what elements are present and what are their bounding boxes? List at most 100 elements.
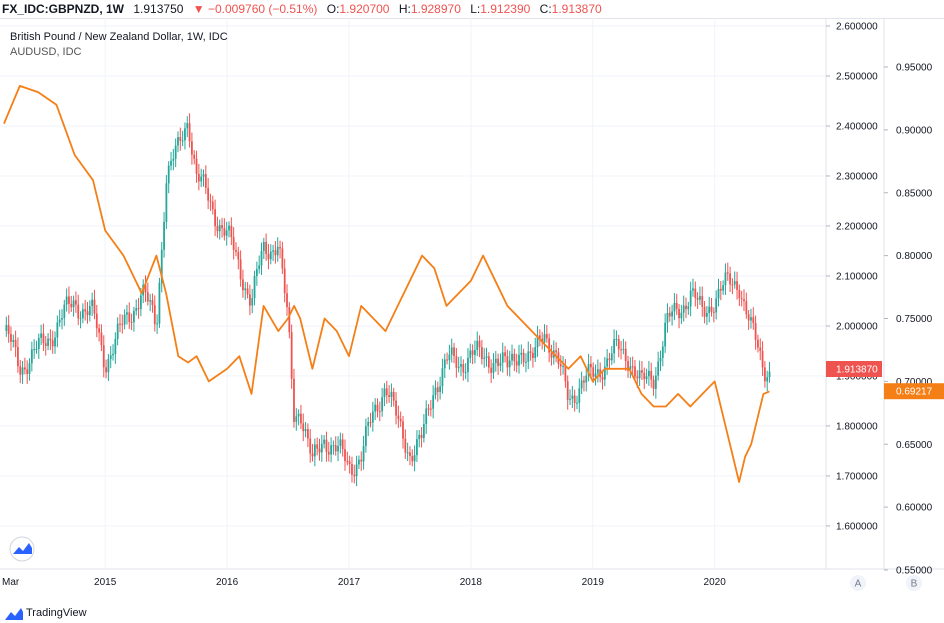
candle-body (128, 312, 131, 323)
candle-body (719, 288, 722, 291)
candle-body (204, 174, 207, 188)
candle-body (283, 268, 286, 294)
candle-body (362, 445, 365, 462)
candle-body (710, 306, 713, 312)
last-price-tag-label: 1.913870 (836, 364, 878, 375)
candle-body (497, 358, 500, 366)
candle-body (425, 408, 428, 425)
candle-body (761, 350, 764, 368)
candle-body (367, 422, 370, 427)
high-value: 1.928970 (410, 2, 461, 16)
candle-body (606, 358, 609, 367)
candle-body (385, 388, 388, 396)
left-tick-label: 2.600000 (836, 22, 878, 33)
candle-body (139, 295, 142, 309)
candle-body (659, 357, 662, 362)
legend-main-series[interactable]: British Pound / New Zealand Dollar, 1W, … (10, 31, 228, 43)
candle-body (378, 411, 381, 413)
candle-body (332, 445, 335, 447)
candle-body (692, 288, 694, 291)
candle-body (511, 353, 513, 361)
candle-body (286, 293, 288, 308)
candle-body (79, 318, 82, 320)
candle-body (409, 452, 411, 456)
candle-body (726, 272, 729, 274)
candle-body (341, 439, 344, 450)
left-tick-label: 2.100000 (836, 271, 878, 282)
candle-body (158, 282, 161, 324)
candle-body (541, 338, 544, 343)
candle-body (246, 288, 249, 295)
candle-body (638, 370, 641, 379)
symbol-title[interactable]: FX_IDC:GBPNZD, 1W (2, 2, 125, 16)
candle-body (30, 349, 33, 364)
right-tick-label: 0.70000 (896, 377, 933, 388)
symbol-header: FX_IDC:GBPNZD, 1W 1.913750 ▼ −0.009760 (… (0, 0, 944, 19)
candle-body (636, 376, 639, 379)
tradingview-badge[interactable] (9, 536, 35, 562)
left-tick-label: 2.000000 (836, 321, 878, 332)
candle-body (302, 423, 305, 432)
candle-body (566, 381, 569, 400)
candle-body (149, 300, 152, 302)
candle-body (170, 160, 172, 166)
candle-body (416, 439, 418, 456)
candle-body (508, 360, 511, 368)
candle-body (696, 297, 699, 300)
scale-buttons: A B (850, 575, 922, 591)
candle-body (476, 340, 479, 350)
candle-body (650, 370, 653, 380)
candle-body (311, 453, 314, 457)
candle-body (705, 313, 708, 317)
candle-body (712, 311, 715, 313)
candle-body (487, 356, 490, 368)
right-tick-label: 0.55000 (896, 566, 933, 577)
candle-body (585, 375, 588, 383)
candle-body (232, 237, 235, 250)
candle-body (75, 300, 77, 305)
candle-body (371, 411, 374, 423)
candle-body (84, 309, 87, 312)
candle-body (42, 333, 45, 344)
candle-body (244, 288, 247, 291)
scale-a-button[interactable] (850, 575, 866, 591)
candle-body (320, 443, 323, 453)
candle-body (281, 248, 284, 269)
scale-b-button[interactable] (906, 575, 922, 591)
candle-body (689, 290, 692, 307)
candle-body (309, 438, 312, 454)
left-tick-label: 2.500000 (836, 71, 878, 82)
candle-body (483, 357, 486, 359)
candle-body (573, 395, 576, 403)
close-label: C: (539, 2, 552, 16)
candle-body (601, 377, 604, 380)
candle-body (86, 311, 89, 316)
overlay-price-tag-label: 0.69217 (896, 387, 933, 398)
candle-body (532, 352, 534, 358)
candle-body (750, 317, 752, 321)
last-price-tag (826, 360, 882, 377)
candle-body (17, 347, 19, 367)
chart-area[interactable]: 2.600000 2.500000 2.400000 2.300000 2.200000… (0, 18, 944, 604)
candle-body (418, 434, 421, 440)
candle-body (369, 422, 372, 424)
candle-body (661, 346, 664, 358)
candle-body (564, 366, 567, 382)
candle-body (248, 294, 251, 306)
candle-body (545, 334, 548, 339)
candle-body (506, 356, 509, 368)
candle-body (388, 395, 390, 397)
candle-body (527, 351, 530, 362)
candle-body (543, 334, 546, 343)
overlay-line-series (3, 85, 770, 483)
candle-body (513, 353, 516, 362)
candle-body (35, 349, 38, 351)
candle-body (657, 361, 660, 376)
candle-body (137, 308, 140, 310)
legend-overlay-series[interactable]: AUDUSD, IDC (10, 46, 82, 58)
candle-body (671, 311, 673, 317)
candle-body (381, 397, 384, 412)
candle-body (759, 347, 762, 351)
candle-body (733, 281, 736, 285)
tradingview-brand[interactable]: TradingView (26, 607, 87, 619)
